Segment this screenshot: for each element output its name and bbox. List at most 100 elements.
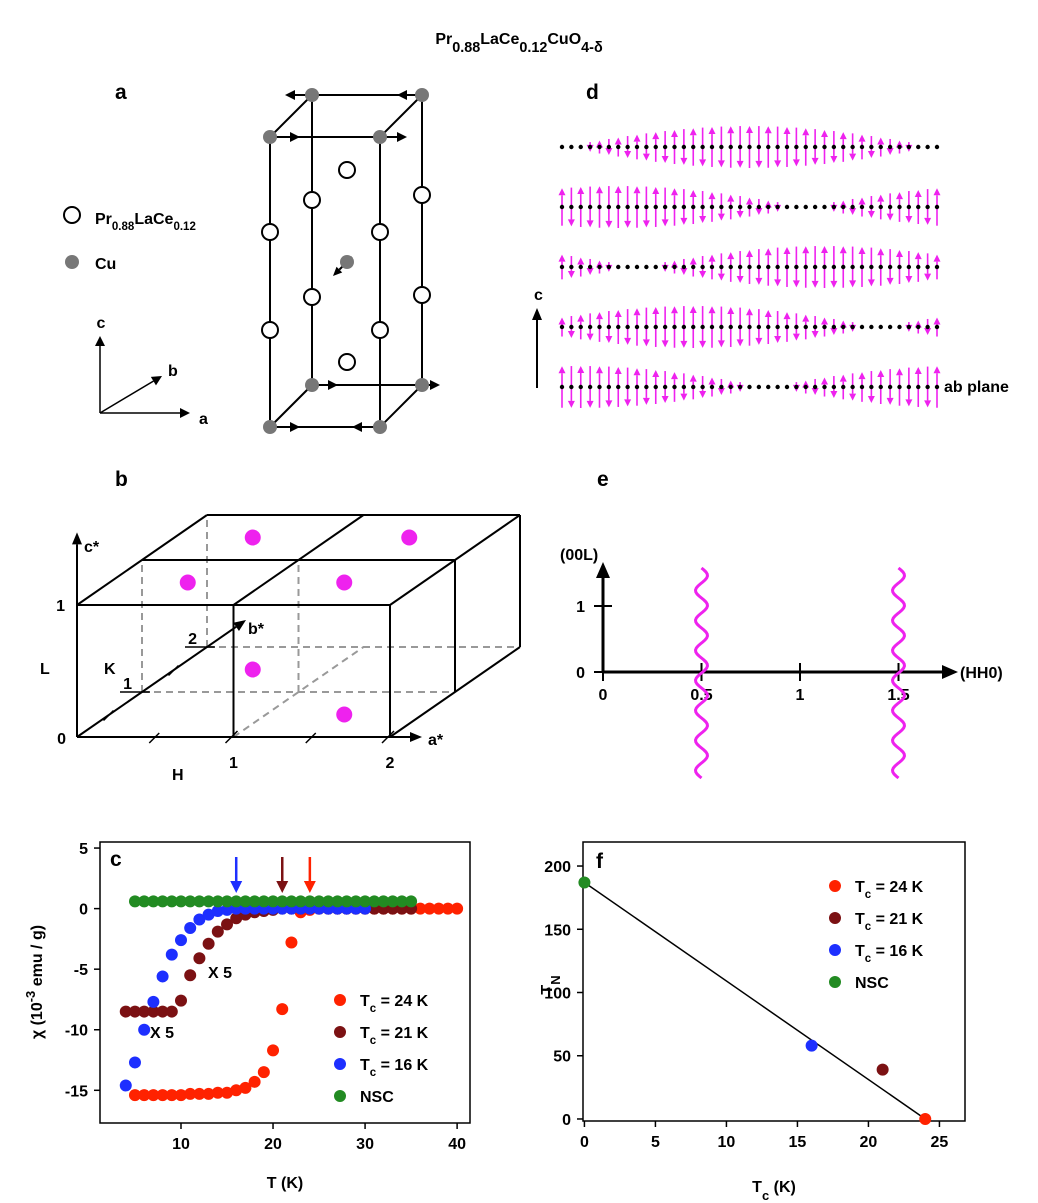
- cu-site: [597, 385, 601, 389]
- data-point: [267, 1044, 279, 1056]
- arrow-head: [859, 247, 866, 254]
- axis-arrow: [95, 336, 105, 413]
- cu-site: [850, 205, 854, 209]
- cu-site: [879, 325, 883, 329]
- arrow-head: [559, 255, 566, 262]
- cu-site: [691, 385, 695, 389]
- plane-label: ab plane: [944, 379, 1009, 396]
- axis-arrow: [77, 732, 422, 742]
- axis-arrow: [100, 408, 190, 418]
- cu-site: [757, 265, 761, 269]
- legend-marker: [829, 912, 841, 924]
- arrow-head: [652, 370, 659, 377]
- cu-site: [935, 205, 939, 209]
- tick-label: 0: [576, 665, 585, 682]
- legend-label-part: = 21 K: [376, 1025, 428, 1042]
- cu-site: [691, 325, 695, 329]
- arrow-head: [662, 219, 669, 226]
- legend-label-part: = 21 K: [871, 911, 923, 928]
- tick-label: 1: [229, 755, 238, 772]
- cu-site: [775, 205, 779, 209]
- cu-site: [766, 325, 770, 329]
- cu-site: [850, 325, 854, 329]
- arrow-head: [784, 247, 791, 254]
- arrow-head: [859, 135, 866, 142]
- cu-site: [607, 325, 611, 329]
- arrow-head: [397, 90, 407, 100]
- arrow-head: [568, 401, 575, 408]
- cu-site: [607, 145, 611, 149]
- cu-site: [654, 205, 658, 209]
- arrow-head: [802, 315, 809, 322]
- legend-label-part: 0.12: [173, 221, 195, 233]
- cu-site: [916, 145, 920, 149]
- data-point: [166, 1006, 178, 1018]
- cu-site: [625, 325, 629, 329]
- arrow-head: [934, 188, 941, 195]
- cu-site: [700, 145, 704, 149]
- arrow-head: [671, 306, 678, 313]
- arrow-head: [924, 274, 931, 281]
- arrow-head: [662, 396, 669, 403]
- data-point: [129, 1056, 141, 1068]
- arrow-head: [840, 246, 847, 253]
- cu-site: [925, 145, 929, 149]
- x-tick-label: 15: [789, 1134, 807, 1151]
- cu-site: [832, 325, 836, 329]
- arrow-head: [587, 220, 594, 227]
- tick-label: 0: [599, 687, 608, 704]
- cu-site: [700, 385, 704, 389]
- arrow-head: [624, 338, 631, 345]
- arrow-head: [709, 306, 716, 313]
- arrow-head: [737, 211, 744, 218]
- arrow-head: [605, 221, 612, 228]
- legend-label-part: T: [855, 943, 865, 960]
- arrow-head: [151, 376, 162, 385]
- arrow-head: [915, 367, 922, 374]
- bragg-peak: [401, 530, 417, 546]
- cu-site: [869, 325, 873, 329]
- arrow-head: [859, 197, 866, 204]
- cu-site: [860, 265, 864, 269]
- arrow-head: [859, 372, 866, 379]
- arrow-head: [690, 257, 697, 264]
- cu-site: [588, 325, 592, 329]
- cu-site: [804, 145, 808, 149]
- arrow-head: [934, 317, 941, 324]
- cu-site: [663, 145, 667, 149]
- legend-label-part: NSC: [360, 1089, 394, 1106]
- cu-site: [860, 385, 864, 389]
- y-axis-title-part: -3: [23, 991, 38, 1003]
- legend-label: Tc = 21 K: [855, 911, 924, 933]
- cu-site: [719, 265, 723, 269]
- arrow-head: [774, 160, 781, 167]
- cu-site: [625, 145, 629, 149]
- arrow-head: [605, 336, 612, 343]
- cu-site: [832, 205, 836, 209]
- cu-site: [710, 265, 714, 269]
- cu-site: [710, 325, 714, 329]
- minor-tick: [104, 711, 114, 721]
- annotation: X 5: [150, 1025, 174, 1042]
- cu-site: [925, 265, 929, 269]
- cu-site: [579, 205, 583, 209]
- x-tick-label: 20: [264, 1136, 282, 1153]
- axis-arrow: [596, 562, 610, 672]
- arrow-head: [615, 186, 622, 193]
- x-tick-label: 25: [931, 1134, 949, 1151]
- tc-arrow: [230, 857, 242, 893]
- cu-site: [644, 385, 648, 389]
- arrow-head: [812, 331, 819, 338]
- y-tick-label: 150: [544, 922, 571, 939]
- data-point: [919, 1113, 931, 1125]
- arrow-head: [671, 188, 678, 195]
- arrow-head: [877, 137, 884, 144]
- cu-site: [775, 265, 779, 269]
- cu-site: [850, 265, 854, 269]
- cu-site: [850, 385, 854, 389]
- cu-site: [691, 265, 695, 269]
- arrow-head: [577, 315, 584, 322]
- cu-site: [897, 265, 901, 269]
- data-point: [120, 1079, 132, 1091]
- cu-atom: [305, 378, 319, 392]
